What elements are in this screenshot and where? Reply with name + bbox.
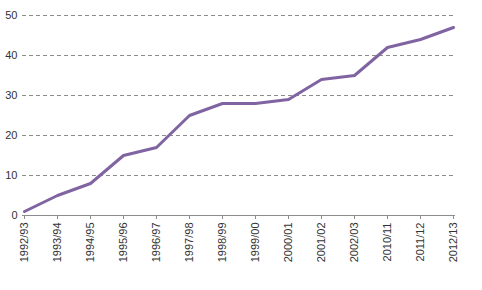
svg-text:1996/97: 1996/97	[150, 223, 162, 263]
svg-text:1997/98: 1997/98	[183, 223, 195, 263]
svg-text:2010/11: 2010/11	[381, 223, 393, 262]
svg-text:2002/03: 2002/03	[348, 223, 360, 263]
svg-text:1992/93: 1992/93	[18, 223, 30, 263]
svg-text:1995/96: 1995/96	[117, 223, 129, 263]
svg-text:10: 10	[5, 169, 17, 181]
svg-text:2011/12: 2011/12	[414, 223, 426, 262]
svg-text:1998/99: 1998/99	[216, 223, 228, 263]
svg-text:50: 50	[5, 9, 17, 21]
svg-text:1993/94: 1993/94	[51, 223, 63, 263]
svg-text:40: 40	[5, 49, 17, 61]
svg-text:1999/00: 1999/00	[249, 223, 261, 263]
svg-text:1994/95: 1994/95	[84, 223, 96, 263]
svg-text:2000/01: 2000/01	[282, 223, 294, 263]
svg-text:2012/13: 2012/13	[447, 223, 459, 263]
svg-text:30: 30	[5, 89, 17, 101]
svg-text:20: 20	[5, 129, 17, 141]
svg-text:0: 0	[11, 209, 17, 221]
svg-text:2001/02: 2001/02	[315, 223, 327, 263]
